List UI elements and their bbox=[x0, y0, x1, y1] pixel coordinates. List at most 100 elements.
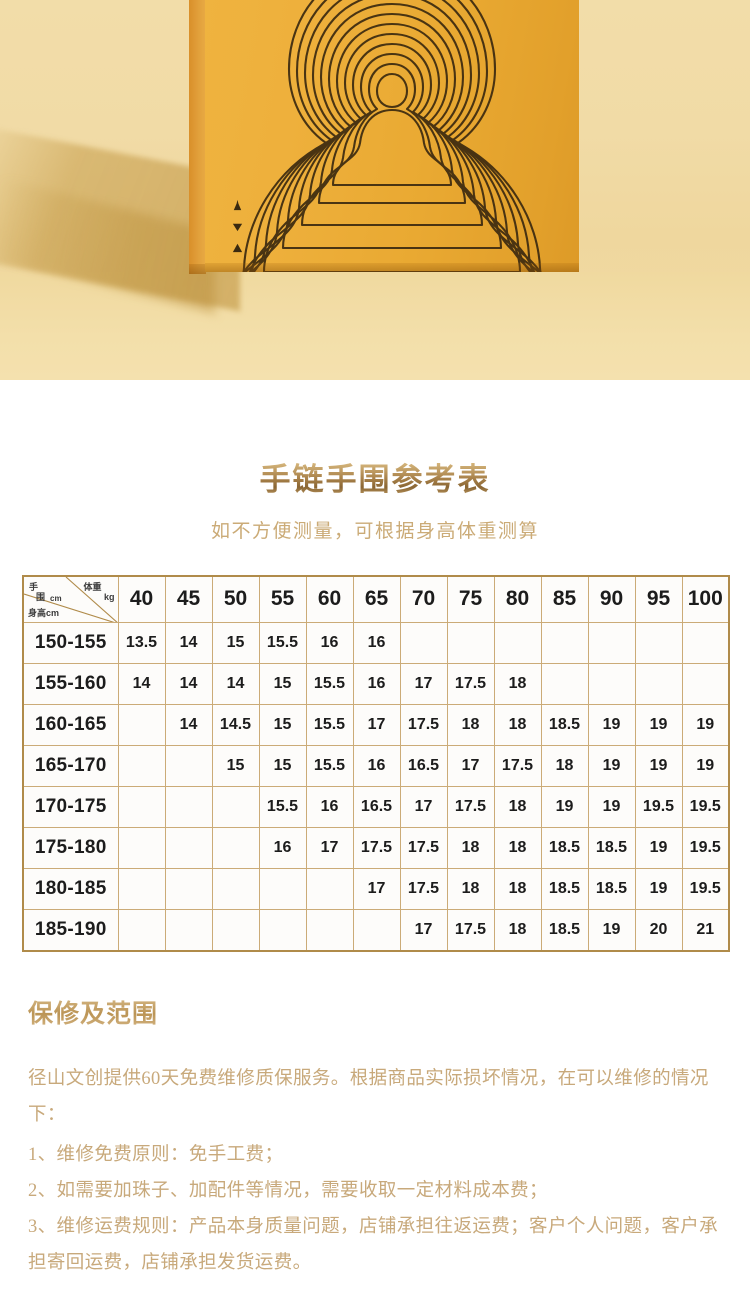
row-header-height: 155-160 bbox=[22, 663, 119, 706]
table-cell-wrist-size: 17 bbox=[305, 827, 354, 870]
table-row: 155-160 14 14 14 15 15.5 16 17 17.5 18 bbox=[22, 663, 730, 706]
col-header-weight: 70 bbox=[399, 575, 448, 624]
table-cell-wrist-size bbox=[352, 909, 401, 952]
table-cell-wrist-size: 17.5 bbox=[446, 909, 495, 952]
col-header-weight: 95 bbox=[634, 575, 683, 624]
table-cell-wrist-size: 16.5 bbox=[399, 745, 448, 788]
table-cell-wrist-size bbox=[634, 663, 683, 706]
table-cell-wrist-size: 16.5 bbox=[352, 786, 401, 829]
table-cell-wrist-size: 14 bbox=[164, 622, 213, 665]
table-cell-wrist-size: 19.5 bbox=[634, 786, 683, 829]
col-header-weight: 65 bbox=[352, 575, 401, 624]
table-cell-wrist-size: 19 bbox=[587, 745, 636, 788]
table-cell-wrist-size bbox=[399, 622, 448, 665]
table-cell-wrist-size bbox=[117, 827, 166, 870]
table-cell-wrist-size: 17.5 bbox=[493, 745, 542, 788]
table-cell-wrist-size: 18 bbox=[493, 868, 542, 911]
size-chart-section: 手链手围参考表 如不方便测量，可根据身高体重测算 bbox=[0, 380, 750, 952]
table-cell-wrist-size: 16 bbox=[305, 786, 354, 829]
warranty-item: 3、维修运费规则：产品本身质量问题，店铺承担往返运费；客户个人问题，客户承担寄回… bbox=[28, 1216, 719, 1273]
col-header-weight: 50 bbox=[211, 575, 260, 624]
table-cell-wrist-size: 16 bbox=[258, 827, 307, 870]
glyph-bowl-icon bbox=[232, 223, 242, 232]
table-cell-wrist-size: 16 bbox=[352, 663, 401, 706]
table-cell-wrist-size: 15 bbox=[258, 745, 307, 788]
corner-height-label: 身高cm bbox=[28, 608, 60, 619]
table-cell-wrist-size: 17.5 bbox=[352, 827, 401, 870]
table-row: 170-175 15.5 16 16.5 17 17.5 18 19 19 19.5 19.5 bbox=[22, 786, 730, 829]
table-cell-wrist-size: 18 bbox=[446, 704, 495, 747]
table-cell-wrist-size: 15.5 bbox=[305, 745, 354, 788]
table-cell-wrist-size: 18.5 bbox=[587, 868, 636, 911]
warranty-item: 1、维修免费原则：免手工费； bbox=[28, 1144, 284, 1165]
table-cell-wrist-size: 21 bbox=[681, 909, 730, 952]
table-cell-wrist-size: 18 bbox=[446, 827, 495, 870]
table-cell-wrist-size: 16 bbox=[352, 745, 401, 788]
table-cell-wrist-size bbox=[117, 704, 166, 747]
table-cell-wrist-size: 15 bbox=[211, 745, 260, 788]
table-cell-wrist-size bbox=[117, 786, 166, 829]
table-cell-wrist-size bbox=[117, 909, 166, 952]
table-cell-wrist-size: 17 bbox=[399, 786, 448, 829]
table-cell-wrist-size: 20 bbox=[634, 909, 683, 952]
table-cell-wrist-size: 17.5 bbox=[399, 704, 448, 747]
table-cell-wrist-size: 18.5 bbox=[540, 909, 589, 952]
package-glyph-group bbox=[229, 199, 245, 254]
table-cell-wrist-size: 16 bbox=[352, 622, 401, 665]
table-cell-wrist-size: 18 bbox=[446, 868, 495, 911]
table-cell-wrist-size bbox=[117, 868, 166, 911]
table-cell-wrist-size: 19 bbox=[587, 909, 636, 952]
table-cell-wrist-size bbox=[258, 909, 307, 952]
table-cell-wrist-size: 17 bbox=[352, 704, 401, 747]
table-cell-wrist-size bbox=[258, 868, 307, 911]
table-cell-wrist-size: 18.5 bbox=[540, 704, 589, 747]
table-cell-wrist-size: 19.5 bbox=[681, 868, 730, 911]
table-cell-wrist-size: 19 bbox=[634, 704, 683, 747]
warranty-heading: 保修及范围 bbox=[28, 994, 722, 1030]
col-header-weight: 75 bbox=[446, 575, 495, 624]
row-header-height: 165-170 bbox=[22, 745, 119, 788]
table-cell-wrist-size bbox=[164, 745, 213, 788]
table-cell-wrist-size bbox=[164, 868, 213, 911]
warranty-section: 保修及范围 径山文创提供60天免费维修质保服务。根据商品实际损坏情况，在可以维修… bbox=[0, 952, 750, 1281]
table-cell-wrist-size: 19 bbox=[634, 745, 683, 788]
chart-subtitle: 如不方便测量，可根据身高体重测算 bbox=[210, 520, 539, 542]
table-cell-wrist-size: 18 bbox=[493, 663, 542, 706]
table-cell-wrist-size: 18 bbox=[540, 745, 589, 788]
glyph-triangle-icon bbox=[232, 243, 242, 253]
table-cell-wrist-size: 14 bbox=[164, 663, 213, 706]
table-cell-wrist-size bbox=[211, 868, 260, 911]
table-cell-wrist-size: 15.5 bbox=[258, 786, 307, 829]
corner-hand-unit: cm bbox=[50, 593, 62, 603]
table-cell-wrist-size: 19 bbox=[681, 704, 730, 747]
table-cell-wrist-size: 19.5 bbox=[681, 827, 730, 870]
glyph-figure-icon bbox=[233, 199, 241, 211]
col-header-weight: 80 bbox=[493, 575, 542, 624]
col-header-weight: 55 bbox=[258, 575, 307, 624]
table-cell-wrist-size bbox=[540, 663, 589, 706]
table-cell-wrist-size: 15.5 bbox=[305, 663, 354, 706]
table-cell-wrist-size bbox=[164, 786, 213, 829]
table-cell-wrist-size: 15 bbox=[258, 704, 307, 747]
table-cell-wrist-size: 14 bbox=[117, 663, 166, 706]
table-cell-wrist-size: 19.5 bbox=[681, 786, 730, 829]
row-header-height: 170-175 bbox=[22, 786, 119, 829]
table-cell-wrist-size: 17.5 bbox=[446, 786, 495, 829]
size-chart-table-wrap: 手 围 cm 体重 kg 身高cm 40 45 50 55 60 65 bbox=[22, 574, 730, 952]
table-cell-wrist-size: 19 bbox=[634, 868, 683, 911]
page-title: 手链手围参考表 bbox=[0, 462, 750, 498]
col-header-weight: 90 bbox=[587, 575, 636, 624]
table-cell-wrist-size: 19 bbox=[681, 745, 730, 788]
table-cell-wrist-size: 19 bbox=[634, 827, 683, 870]
table-cell-wrist-size: 14.5 bbox=[211, 704, 260, 747]
table-cell-wrist-size: 13.5 bbox=[117, 622, 166, 665]
warranty-item-list: 1、维修免费原则：免手工费； 2、如需要加珠子、加配件等情况，需要收取一定材料成本… bbox=[28, 1137, 722, 1281]
table-cell-wrist-size bbox=[493, 622, 542, 665]
corner-weight-unit: kg bbox=[103, 591, 115, 602]
table-cell-wrist-size bbox=[446, 622, 495, 665]
table-header-row: 手 围 cm 体重 kg 身高cm 40 45 50 55 60 65 bbox=[22, 575, 730, 624]
table-cell-wrist-size: 19 bbox=[540, 786, 589, 829]
corner-diagonals-icon bbox=[24, 576, 117, 622]
table-row: 160-165 14 14.5 15 15.5 17 17.5 18 18 18.5 19 19 19 bbox=[22, 704, 730, 747]
